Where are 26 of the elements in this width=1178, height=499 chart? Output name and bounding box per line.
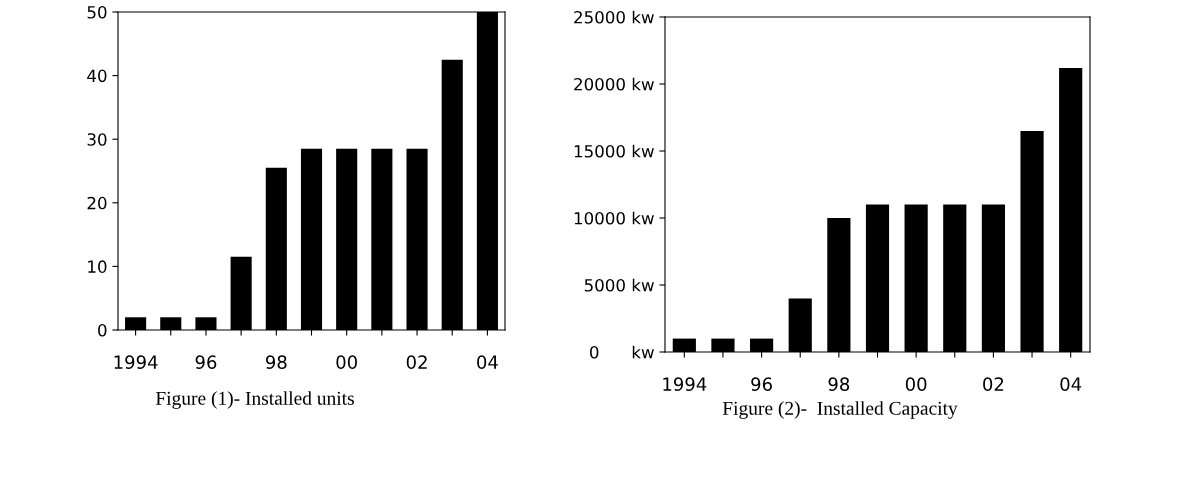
- x-tick-label: 04: [1060, 377, 1082, 391]
- y-tick-label: 0: [98, 323, 107, 337]
- x-tick-label: 96: [751, 377, 772, 391]
- x-tick-label: 00: [905, 377, 927, 391]
- x-tick-label: 1994: [663, 377, 707, 391]
- x-tick-label: 98: [828, 377, 850, 391]
- text: Figure (2)- Installed Capacity: [722, 401, 958, 419]
- y-tick-label: 10000 kw: [574, 211, 654, 225]
- y-tick-label: 10: [88, 260, 107, 273]
- y-tick-label: 25000 kw: [574, 10, 654, 24]
- y-tick-label: 20: [87, 196, 107, 210]
- y-tick-label: 5000 kw: [584, 278, 654, 292]
- x-tick-label: 00: [336, 355, 357, 369]
- y-tick-label: 0 kw: [590, 345, 654, 359]
- y-tick-label: 30: [87, 133, 107, 146]
- x-tick-label: 02: [983, 377, 1004, 391]
- y-tick-label: 20000 kw: [574, 77, 654, 91]
- text: Figure (1)- Installed units: [155, 391, 354, 409]
- x-tick-label: 98: [265, 355, 287, 369]
- x-tick-label: 02: [406, 355, 427, 369]
- y-tick-label: 50: [87, 5, 107, 19]
- x-tick-label: 1994: [114, 355, 158, 369]
- x-tick-label: 96: [195, 355, 217, 369]
- y-tick-label: 40: [87, 69, 107, 83]
- y-tick-label: 15000 kw: [574, 144, 654, 158]
- x-tick-label: 04: [477, 355, 498, 369]
